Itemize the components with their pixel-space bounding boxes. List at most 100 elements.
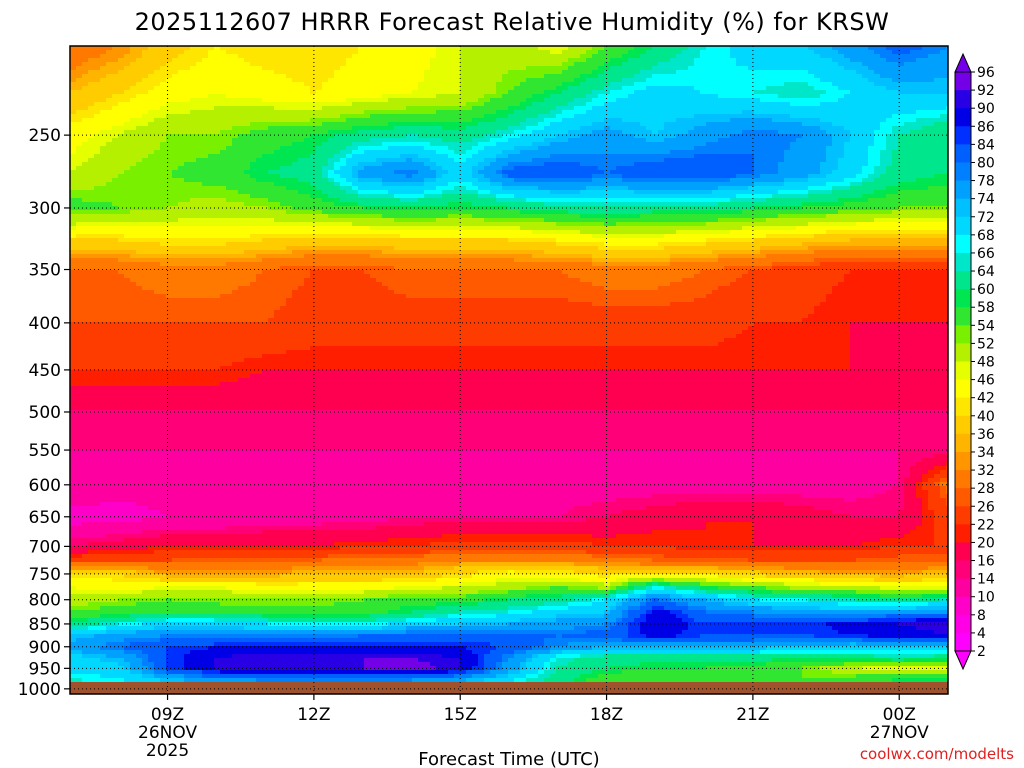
heatmap-cell — [466, 178, 473, 183]
heatmap-cell — [484, 170, 491, 175]
heatmap-cell — [814, 78, 821, 83]
heatmap-cell — [100, 142, 107, 147]
heatmap-cell — [148, 90, 155, 95]
heatmap-cell — [508, 134, 515, 139]
heatmap-cell — [82, 78, 89, 83]
heatmap-cell — [442, 54, 449, 59]
heatmap-cell — [310, 106, 317, 111]
heatmap-cell — [442, 58, 449, 63]
heatmap-cell — [400, 146, 407, 151]
heatmap-cell — [196, 110, 203, 115]
heatmap-cell — [802, 158, 809, 163]
heatmap-cell — [676, 54, 683, 59]
heatmap-cell — [700, 146, 707, 151]
heatmap-cell — [154, 106, 161, 111]
heatmap-cell — [112, 78, 119, 83]
heatmap-cell — [166, 154, 173, 159]
heatmap-cell — [742, 78, 749, 83]
heatmap-cell — [646, 150, 653, 155]
heatmap-cell — [784, 98, 791, 103]
heatmap-cell — [184, 162, 191, 167]
heatmap-cell — [220, 94, 227, 99]
heatmap-cell — [616, 54, 623, 59]
heatmap-cell — [178, 98, 185, 103]
heatmap-cell — [484, 66, 491, 71]
heatmap-cell — [694, 98, 701, 103]
heatmap-cell — [118, 106, 125, 111]
heatmap-cell — [748, 162, 755, 167]
heatmap-cell — [754, 166, 761, 171]
heatmap-cell — [712, 178, 719, 183]
heatmap-cell — [526, 110, 533, 115]
heatmap-cell — [310, 110, 317, 115]
heatmap-cell — [598, 58, 605, 63]
heatmap-cell — [862, 162, 869, 167]
heatmap-cell — [790, 154, 797, 159]
heatmap-cell — [628, 58, 635, 63]
heatmap-cell — [436, 110, 443, 115]
heatmap-cell — [784, 78, 791, 83]
heatmap-cell — [406, 58, 413, 63]
heatmap-cell — [190, 102, 197, 107]
heatmap-cell — [340, 126, 347, 131]
heatmap-cell — [346, 118, 353, 123]
heatmap-cell — [364, 70, 371, 75]
heatmap-cell — [652, 118, 659, 123]
heatmap-cell — [322, 166, 329, 171]
heatmap-cell — [820, 62, 827, 67]
heatmap-cell — [460, 166, 467, 171]
heatmap-cell — [262, 142, 269, 147]
heatmap-cell — [430, 54, 437, 59]
heatmap-cell — [316, 158, 323, 163]
heatmap-cell — [202, 66, 209, 71]
heatmap-cell — [430, 90, 437, 95]
heatmap-cell — [754, 74, 761, 79]
heatmap-cell — [808, 146, 815, 151]
heatmap-cell — [730, 158, 737, 163]
heatmap-cell — [406, 66, 413, 71]
heatmap-cell — [340, 82, 347, 87]
heatmap-cell — [262, 162, 269, 167]
heatmap-cell — [514, 170, 521, 175]
heatmap-cell — [208, 94, 215, 99]
heatmap-cell — [256, 126, 263, 131]
heatmap-cell — [754, 158, 761, 163]
heatmap-cell — [124, 166, 131, 171]
heatmap-cell — [232, 122, 239, 127]
heatmap-cell — [142, 110, 149, 115]
heatmap-cell — [262, 94, 269, 99]
heatmap-cell — [292, 138, 299, 143]
heatmap-cell — [112, 58, 119, 63]
heatmap-cell — [352, 98, 359, 103]
heatmap-cell — [100, 138, 107, 143]
heatmap-cell — [700, 126, 707, 131]
heatmap-cell — [334, 50, 341, 55]
heatmap-cell — [334, 162, 341, 167]
heatmap-cell — [808, 126, 815, 131]
heatmap-cell — [826, 66, 833, 71]
heatmap-cell — [238, 78, 245, 83]
heatmap-cell — [124, 78, 131, 83]
heatmap-cell — [88, 146, 95, 151]
heatmap-cell — [412, 130, 419, 135]
heatmap-cell — [910, 66, 917, 71]
heatmap-cell — [574, 98, 581, 103]
heatmap-cell — [832, 62, 839, 67]
heatmap-cell — [826, 62, 833, 67]
heatmap-cell — [646, 122, 653, 127]
heatmap-cell — [478, 158, 485, 163]
heatmap-cell — [634, 62, 641, 67]
heatmap-cell — [886, 154, 893, 159]
heatmap-cell — [94, 74, 101, 79]
heatmap-cell — [610, 90, 617, 95]
heatmap-cell — [292, 158, 299, 163]
heatmap-cell — [496, 174, 503, 179]
heatmap-cell — [352, 150, 359, 155]
heatmap-cell — [136, 82, 143, 87]
heatmap-cell — [742, 82, 749, 87]
heatmap-cell — [670, 130, 677, 135]
heatmap-cell — [838, 102, 845, 107]
heatmap-cell — [628, 126, 635, 131]
heatmap-cell — [856, 86, 863, 91]
heatmap-cell — [292, 150, 299, 155]
